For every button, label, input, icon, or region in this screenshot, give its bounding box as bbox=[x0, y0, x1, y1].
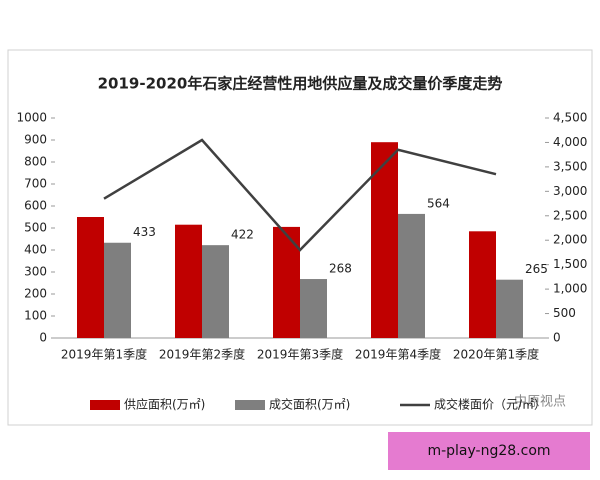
bar bbox=[104, 242, 131, 338]
bar bbox=[175, 224, 202, 338]
y-tick-label: 0 bbox=[39, 331, 47, 345]
y2-tick-label: 3,500 bbox=[553, 159, 587, 173]
bar bbox=[273, 226, 300, 338]
y-tick-label: 100 bbox=[24, 309, 47, 323]
data-label: 422 bbox=[231, 228, 254, 242]
y2-tick-label: 2,500 bbox=[553, 208, 587, 222]
y2-tick-label: 500 bbox=[553, 306, 576, 320]
bar bbox=[469, 231, 496, 338]
y-tick-label: 500 bbox=[24, 221, 47, 235]
watermark: 中原视点 bbox=[514, 395, 566, 410]
x-tick-label: 2019年第2季度 bbox=[159, 347, 245, 362]
data-label: 433 bbox=[133, 225, 156, 239]
x-tick-label: 2019年第1季度 bbox=[61, 347, 147, 362]
bar bbox=[202, 245, 229, 338]
bar bbox=[398, 213, 425, 338]
legend-swatch bbox=[90, 400, 120, 410]
y-tick-label: 700 bbox=[24, 177, 47, 191]
banner-text[interactable]: m-play-ng28.com bbox=[427, 443, 550, 459]
banner-box[interactable] bbox=[388, 432, 590, 470]
y2-tick-label: 3,000 bbox=[553, 184, 587, 198]
bar bbox=[496, 279, 523, 338]
chart-title: 2019-2020年石家庄经营性用地供应量及成交量价季度走势 bbox=[98, 75, 503, 93]
y-tick-label: 300 bbox=[24, 265, 47, 279]
y-tick-label: 400 bbox=[24, 243, 47, 257]
y-tick-label: 1000 bbox=[16, 111, 47, 125]
data-label: 265 bbox=[525, 262, 548, 276]
y-tick-label: 600 bbox=[24, 199, 47, 213]
y2-tick-label: 1,500 bbox=[553, 257, 587, 271]
bar bbox=[77, 217, 104, 338]
legend-label: 成交楼面价（元/㎡） bbox=[434, 397, 546, 412]
y-tick-label: 900 bbox=[24, 133, 47, 147]
y2-tick-label: 4,000 bbox=[553, 135, 587, 149]
bar bbox=[300, 279, 327, 338]
y2-tick-label: 2,000 bbox=[553, 233, 587, 247]
x-tick-label: 2019年第4季度 bbox=[355, 347, 441, 362]
data-label: 564 bbox=[427, 196, 450, 210]
legend-swatch bbox=[235, 400, 265, 410]
x-tick-label: 2019年第3季度 bbox=[257, 347, 343, 362]
y2-tick-label: 1,000 bbox=[553, 282, 587, 296]
y2-tick-label: 0 bbox=[553, 331, 561, 345]
y2-tick-label: 4,500 bbox=[553, 111, 587, 125]
legend-label: 成交面积(万㎡) bbox=[269, 397, 350, 412]
x-tick-label: 2020年第1季度 bbox=[453, 347, 539, 362]
legend-label: 供应面积(万㎡) bbox=[124, 397, 205, 412]
y-tick-label: 800 bbox=[24, 155, 47, 169]
line bbox=[103, 138, 497, 252]
bar bbox=[371, 142, 398, 338]
data-label: 268 bbox=[329, 262, 352, 276]
y-tick-label: 200 bbox=[24, 287, 47, 301]
